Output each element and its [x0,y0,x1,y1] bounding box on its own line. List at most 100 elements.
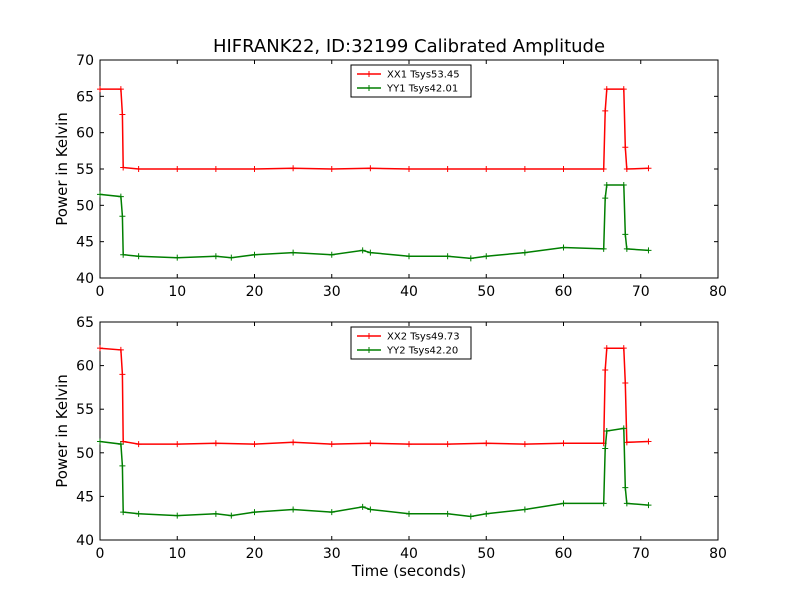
data-point [645,438,652,445]
y-axis-label: Power in Kelvin [53,374,71,488]
data-point [444,510,451,517]
data-point [406,253,412,260]
data-point [135,166,142,172]
data-point [97,345,103,352]
data-point [251,166,258,172]
y-tick-label: 45 [76,489,94,505]
data-point [290,506,297,513]
chart-1: 0 10 20 30 40 50 60 70 80 40 45 50 55 60 65 70 HIFRANK22… [53,36,727,300]
legend: XX1 Tsys53.45 YY1 Tsys42.01 [350,64,472,98]
data-point [560,244,567,251]
data-point [602,107,609,114]
data-point [212,253,219,260]
legend-label: XX2 Tsys49.73 [387,332,460,343]
data-point [645,247,652,254]
x-tick-label: 70 [632,284,650,300]
y-tick-label: 65 [76,89,94,105]
data-point [117,86,124,93]
x-tick-label: 0 [96,284,105,300]
data-point [328,441,335,448]
data-point [119,213,126,220]
y-tick-label: 60 [76,359,94,375]
x-tick-label: 20 [246,284,264,300]
y-tick-label: 70 [76,53,94,69]
legend-box [350,326,472,360]
data-point [228,254,235,261]
x-tick-label: 50 [477,546,495,562]
data-point [620,86,627,93]
legend-box [350,64,472,98]
series-1 [97,345,652,448]
series-2 [97,181,652,262]
data-point [521,166,528,172]
data-point [483,253,490,260]
data-point [622,144,629,151]
data-point [251,509,258,516]
legend-marker [366,333,372,339]
y-tick-label: 45 [76,235,94,251]
x-tick-label: 80 [709,546,727,562]
x-tick-label: 80 [709,284,727,300]
chart-2: 0 10 20 30 40 50 60 70 80 40 45 50 55 60 65 Power in Ke… [53,315,727,580]
x-tick-label: 30 [323,546,341,562]
x-tick-label: 10 [168,546,186,562]
data-point [603,345,610,352]
data-point [119,462,126,469]
x-tick-label: 40 [400,284,418,300]
legend-marker [366,71,372,77]
data-point [359,503,366,510]
legend-marker [366,85,372,91]
data-point [97,438,103,445]
y-axis-label: Power in Kelvin [53,112,71,226]
data-point [406,510,412,517]
data-point [117,346,124,353]
x-axis-label: Time (seconds) [351,562,467,580]
x-tick-label: 20 [246,546,264,562]
data-point [212,510,219,517]
data-point [135,510,142,517]
data-point [290,439,297,446]
data-point [328,166,335,172]
data-point [117,193,124,200]
data-point [623,245,630,252]
data-point [97,191,103,198]
data-point [120,164,127,171]
data-point [467,513,474,520]
data-point [560,440,567,447]
legend: XX2 Tsys49.73 YY2 Tsys42.20 [350,326,472,360]
x-tick-label: 70 [632,546,650,562]
data-point [120,509,127,516]
y-tick-label: 50 [76,446,94,462]
data-point [119,111,126,118]
data-point [97,86,103,93]
data-point [521,249,528,256]
data-point [467,255,474,262]
series-1 [97,86,652,172]
data-point [622,380,629,387]
data-point [620,345,627,352]
data-point [367,506,374,513]
data-point [645,165,652,172]
data-point [367,440,374,447]
data-point [600,166,607,172]
data-point [367,249,374,256]
data-point [406,166,412,172]
data-point [174,441,181,448]
data-point [622,231,629,238]
data-point [406,441,412,448]
data-point [328,251,335,258]
data-point [367,165,374,172]
data-point [602,445,609,452]
data-point [623,166,630,172]
data-point [120,251,127,258]
data-point [623,500,630,507]
data-point [483,166,490,172]
y-tick-label: 40 [76,271,94,287]
y-tick-label: 50 [76,198,94,214]
data-point [135,441,142,448]
data-point [444,253,451,260]
x-tick-label: 60 [555,546,573,562]
data-point [135,253,142,260]
y-tick-label: 60 [76,126,94,142]
